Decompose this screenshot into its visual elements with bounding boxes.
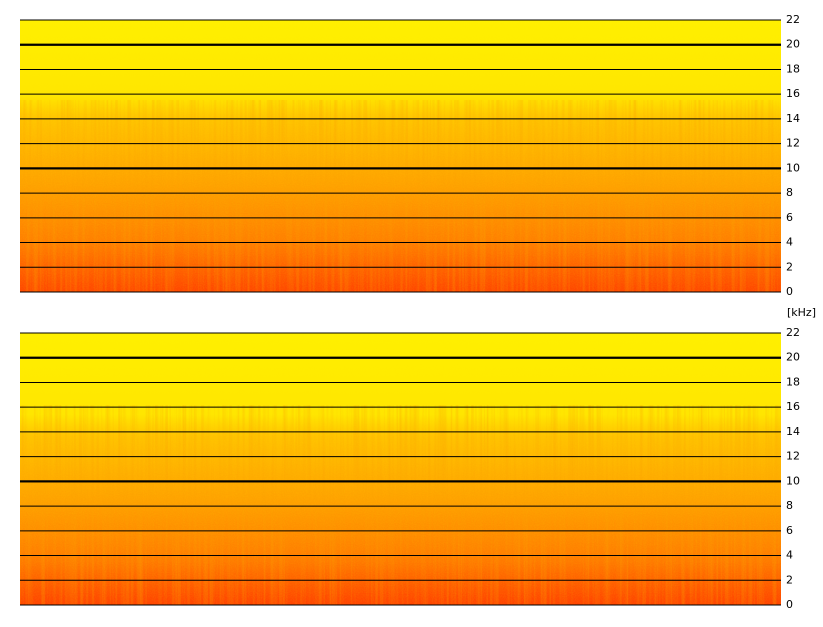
y-axis-label: [kHz] [787,306,816,319]
y-tick-label: 12 [786,137,800,150]
y-tick-label: 6 [786,524,793,537]
y-tick-label: 22 [786,13,800,26]
y-tick-label: 2 [786,260,793,273]
y-tick-label: 6 [786,211,793,224]
spectrogram-grain [20,333,781,605]
y-tick-label: 22 [786,326,800,339]
y-tick-label: 18 [786,375,800,388]
y-tick-label: 16 [786,87,800,100]
y-tick-label: 8 [786,499,793,512]
y-tick-label: 20 [786,351,800,364]
spectrogram-grain [20,20,781,292]
y-tick-label: 4 [786,236,793,249]
y-tick-label: 20 [786,38,800,51]
y-tick-label: 2 [786,573,793,586]
y-tick-label: 16 [786,400,800,413]
y-tick-label: 14 [786,112,800,125]
y-tick-label: 0 [786,285,793,298]
y-tick-label: 10 [786,161,800,174]
y-tick-label: 14 [786,425,800,438]
y-tick-label: 10 [786,474,800,487]
y-tick-label: 12 [786,450,800,463]
y-tick-label: 0 [786,598,793,611]
y-tick-label: 8 [786,186,793,199]
y-tick-label: 18 [786,62,800,75]
y-tick-label: 4 [786,549,793,562]
